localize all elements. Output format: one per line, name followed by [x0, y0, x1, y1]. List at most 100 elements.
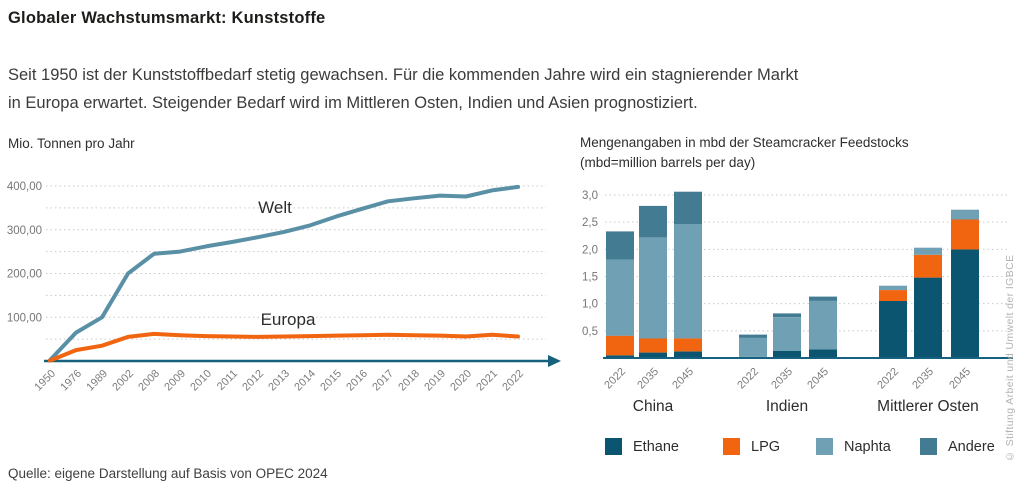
bar-segment-lpg [879, 290, 907, 301]
legend-swatch-lpg [723, 438, 740, 455]
y-axis-tick-label: 400,00 [7, 181, 42, 193]
bar-segment-andere [674, 191, 702, 225]
welt-line [48, 184, 520, 363]
bar-segment-ethane [879, 300, 907, 358]
bar-chart-title: Mengenangaben in mbd der Steamcracker Fe… [580, 133, 909, 173]
x-axis-tick-label: 1976 [58, 368, 84, 394]
bar-segment-lpg [914, 254, 942, 278]
source-note: Quelle: eigene Darstellung auf Basis von… [8, 466, 328, 481]
y-axis-tick-label: 2,0 [582, 244, 598, 256]
x-axis-tick-label: 2019 [422, 368, 448, 394]
x-axis-tick-label: 2014 [292, 368, 318, 394]
bar-segment-lpg [951, 219, 979, 250]
bar-segment-lpg [606, 335, 634, 356]
y-axis-tick-label: 1,0 [582, 299, 598, 311]
bar-year-label: 2022 [875, 366, 901, 392]
x-axis-tick-label: 2009 [162, 368, 188, 394]
line-chart: 100,00 200,00 300,00 400,00 1950 1976 1989 2002… [7, 181, 561, 394]
y-axis-tick-label: 200,00 [7, 269, 42, 281]
europa-series-label: Europa [261, 310, 316, 329]
bar-segment-naphta [606, 259, 634, 336]
bar-segment-naphta [879, 285, 907, 290]
group-label-indien: Indien [766, 398, 808, 415]
bar-segment-andere [773, 313, 801, 318]
x-axis-tick-label: 1950 [32, 368, 58, 394]
bar-segment-ethane [773, 350, 801, 358]
bar-segment-andere [606, 231, 634, 260]
bar-segment-ethane [674, 351, 702, 358]
y-axis-tick-label: 300,00 [7, 225, 42, 237]
x-axis-tick-label: 2021 [474, 368, 500, 394]
bar-year-label: 2045 [670, 366, 696, 392]
welt-series-label: Welt [258, 198, 292, 217]
legend-item-ethane: Ethane [605, 438, 679, 455]
bar-segment-ethane [809, 349, 837, 358]
legend-item-andere: Andere [920, 438, 995, 455]
bar-segment-lpg [639, 338, 667, 353]
x-axis-tick-label: 2018 [396, 368, 422, 394]
bar-segment-naphta [674, 224, 702, 339]
x-axis-tick-label: 2022 [500, 368, 526, 394]
bar-segment-andere [809, 296, 837, 301]
x-axis-tick-label: 2016 [344, 368, 370, 394]
bar-segment-andere [639, 205, 667, 238]
y-axis-tick-label: 100,00 [7, 312, 42, 324]
bar-segment-ethane [639, 352, 667, 358]
legend-label: Ethane [633, 438, 679, 455]
bar-segment-naphta [951, 209, 979, 220]
x-axis-tick-label: 2013 [266, 368, 292, 394]
subtitle-line-1: Seit 1950 ist der Kunststoffbedarf steti… [8, 66, 799, 84]
x-axis-tick-label: 2002 [110, 368, 136, 394]
bar-segment-naphta [809, 300, 837, 350]
x-axis-tick-label: 1989 [84, 368, 110, 394]
legend-label: LPG [751, 438, 781, 455]
stacked-bar-chart: 0,5 1,0 1,5 2,0 2,5 3,0 2022 2035 2045 China 2022 2… [582, 190, 1013, 415]
x-axis-tick-label: 2012 [240, 368, 266, 394]
group-label-china: China [633, 398, 674, 415]
copyright-vertical: © Stiftung Arbeit und Umwelt der IGBCE [1004, 254, 1016, 462]
bar-segment-ethane [951, 249, 979, 358]
bar-year-label: 2035 [910, 366, 936, 392]
legend-swatch-naphta [816, 438, 833, 455]
x-axis-tick-label: 2017 [370, 368, 396, 394]
legend-item-lpg: LPG [723, 438, 780, 455]
line-chart-unit-label: Mio. Tonnen pro Jahr [8, 136, 135, 151]
bar-year-label: 2035 [635, 366, 661, 392]
bar-segment-ethane [606, 355, 634, 358]
y-axis-tick-label: 0,5 [582, 326, 598, 338]
bar-segment-ethane [914, 277, 942, 358]
bar-segment-naphta [639, 237, 667, 339]
x-axis-tick-label: 2008 [136, 368, 162, 394]
bar-segment-naphta [739, 337, 767, 357]
bar-chart-title-line-1: Mengenangaben in mbd der Steamcracker Fe… [580, 135, 909, 150]
y-axis-tick-label: 2,5 [582, 217, 598, 229]
legend-swatch-andere [920, 438, 937, 455]
y-axis-tick-label: 3,0 [582, 190, 598, 202]
bar-year-label: 2022 [735, 366, 761, 392]
legend-label: Naphta [844, 438, 891, 455]
x-axis-tick-label: 2010 [188, 368, 214, 394]
bar-segment-andere [739, 334, 767, 338]
bar-segment-lpg [674, 338, 702, 352]
group-label-mittlerer-osten: Mittlerer Osten [877, 398, 979, 415]
legend-label: Andere [948, 438, 995, 455]
page-title: Globaler Wachstumsmarkt: Kunststoffe [8, 9, 326, 27]
x-axis-arrow [548, 355, 561, 367]
bar-chart-legend: Ethane LPG Naphta Andere [575, 430, 1027, 468]
bar-year-label: 2035 [769, 366, 795, 392]
x-axis-tick-label: 2011 [215, 368, 240, 393]
subtitle: Seit 1950 ist der Kunststoffbedarf steti… [8, 61, 798, 117]
bar-chart-title-line-2: (mbd=million barrels per day) [580, 155, 756, 170]
legend-item-naphta: Naphta [816, 438, 891, 455]
bar-segment-naphta [773, 317, 801, 351]
legend-swatch-ethane [605, 438, 622, 455]
bar-segment-naphta [914, 247, 942, 255]
bar-year-label: 2022 [602, 366, 628, 392]
subtitle-line-2: in Europa erwartet. Steigender Bedarf wi… [8, 94, 698, 112]
y-axis-tick-label: 1,5 [582, 272, 598, 284]
x-axis-tick-label: 2015 [318, 368, 344, 394]
bar-year-label: 2045 [805, 366, 831, 392]
bar-year-label: 2045 [947, 366, 973, 392]
europa-line [48, 331, 520, 363]
